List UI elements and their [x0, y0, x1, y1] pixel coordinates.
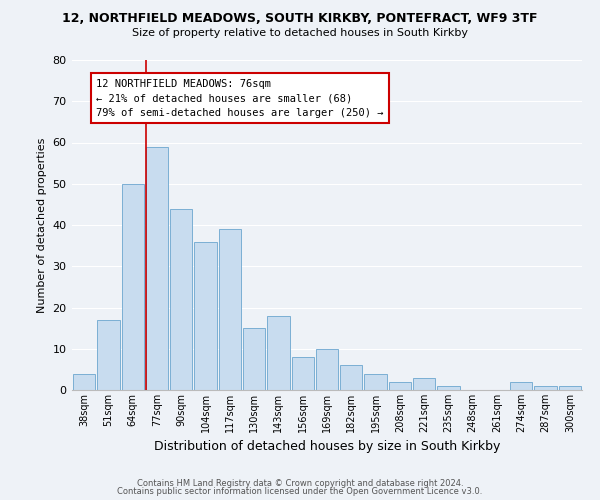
Bar: [389, 382, 411, 390]
Bar: [243, 328, 265, 390]
Bar: [364, 374, 387, 390]
Text: Contains public sector information licensed under the Open Government Licence v3: Contains public sector information licen…: [118, 487, 482, 496]
Bar: [97, 320, 119, 390]
Bar: [437, 386, 460, 390]
Bar: [218, 229, 241, 390]
Text: Contains HM Land Registry data © Crown copyright and database right 2024.: Contains HM Land Registry data © Crown c…: [137, 478, 463, 488]
Bar: [413, 378, 436, 390]
Bar: [194, 242, 217, 390]
X-axis label: Distribution of detached houses by size in South Kirkby: Distribution of detached houses by size …: [154, 440, 500, 454]
Bar: [73, 374, 95, 390]
Text: 12, NORTHFIELD MEADOWS, SOUTH KIRKBY, PONTEFRACT, WF9 3TF: 12, NORTHFIELD MEADOWS, SOUTH KIRKBY, PO…: [62, 12, 538, 26]
Text: 12 NORTHFIELD MEADOWS: 76sqm
← 21% of detached houses are smaller (68)
79% of se: 12 NORTHFIELD MEADOWS: 76sqm ← 21% of de…: [96, 78, 384, 118]
Bar: [316, 349, 338, 390]
Bar: [510, 382, 532, 390]
Bar: [535, 386, 557, 390]
Y-axis label: Number of detached properties: Number of detached properties: [37, 138, 47, 312]
Bar: [122, 184, 144, 390]
Bar: [170, 208, 193, 390]
Bar: [292, 357, 314, 390]
Bar: [340, 365, 362, 390]
Bar: [559, 386, 581, 390]
Bar: [146, 146, 168, 390]
Bar: [267, 316, 290, 390]
Text: Size of property relative to detached houses in South Kirkby: Size of property relative to detached ho…: [132, 28, 468, 38]
